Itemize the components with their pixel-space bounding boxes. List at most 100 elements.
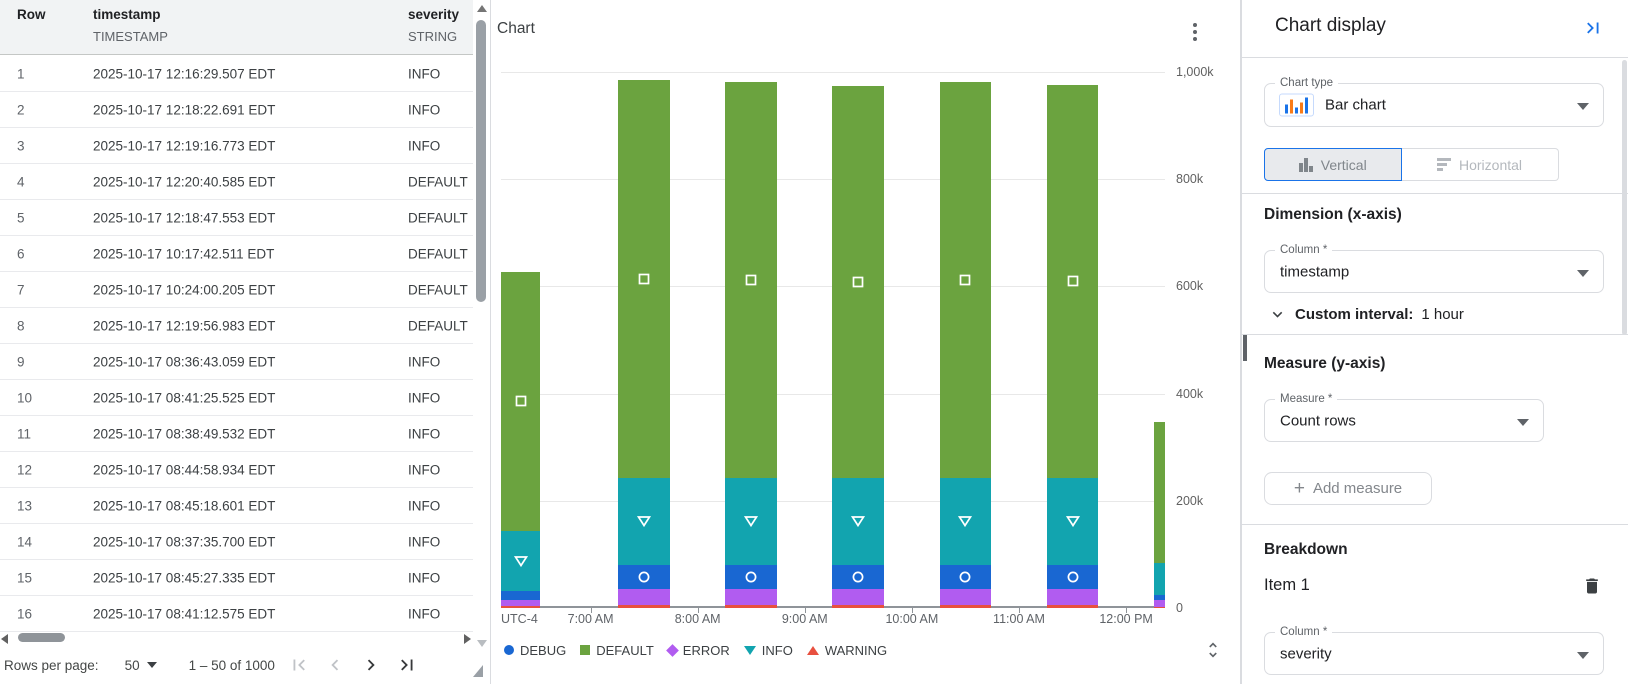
bar-segment-debug[interactable] — [725, 564, 778, 589]
table-row[interactable]: 5 2025-10-17 12:18:47.553 EDT DEFAULT — [0, 200, 473, 236]
series-marker-debug — [1067, 571, 1078, 583]
bar-segment-debug[interactable] — [832, 565, 885, 589]
bar-segment-default[interactable] — [832, 85, 885, 478]
y-axis-tick-label: 200k — [1176, 493, 1204, 508]
stacked-bar-8-00-am[interactable] — [725, 82, 778, 608]
delete-breakdown-icon[interactable] — [1582, 576, 1604, 598]
vertical-bars-icon — [1299, 157, 1313, 172]
table-row[interactable]: 13 2025-10-17 08:45:18.601 EDT INFO — [0, 488, 473, 524]
legend-item-warning[interactable]: WARNING — [806, 643, 887, 658]
table-row[interactable]: 12 2025-10-17 08:44:58.934 EDT INFO — [0, 452, 473, 488]
vertical-scrollbar-thumb[interactable] — [476, 20, 486, 302]
previous-page-button[interactable] — [323, 653, 347, 677]
custom-interval-expander[interactable]: Custom interval: 1 hour — [1268, 305, 1464, 324]
bar-segment-error[interactable] — [1153, 599, 1165, 607]
table-row[interactable]: 11 2025-10-17 08:38:49.532 EDT INFO — [0, 416, 473, 452]
bar-segment-info[interactable] — [725, 477, 778, 565]
legend-item-default[interactable]: DEFAULT — [580, 643, 654, 658]
bar-segment-error[interactable] — [939, 588, 992, 605]
scroll-left-arrow-icon[interactable] — [1, 634, 8, 644]
bar-segment-info[interactable] — [1153, 563, 1165, 596]
table-row[interactable]: 1 2025-10-17 12:16:29.507 EDT INFO — [0, 56, 473, 92]
table-row[interactable]: 8 2025-10-17 12:19:56.983 EDT DEFAULT — [0, 308, 473, 344]
table-vertical-scrollbar[interactable] — [473, 0, 490, 660]
bar-segment-info[interactable] — [501, 530, 541, 591]
bar-segment-debug[interactable] — [618, 564, 670, 589]
bar-segment-default[interactable] — [1046, 84, 1099, 478]
bar-segment-debug[interactable] — [1153, 595, 1165, 600]
scroll-down-arrow-icon[interactable] — [477, 640, 487, 647]
bar-segment-error[interactable] — [832, 588, 885, 605]
stacked-bar-6-00-am[interactable] — [501, 271, 541, 608]
legend-item-debug[interactable]: DEBUG — [504, 643, 566, 658]
stacked-bar-11-00-am[interactable] — [1046, 84, 1099, 608]
table-row[interactable]: 9 2025-10-17 08:36:43.059 EDT INFO — [0, 344, 473, 380]
triangle-down-legend-icon — [743, 645, 756, 655]
y-axis-tick-label: 1,000k — [1176, 65, 1214, 79]
bar-segment-warning[interactable] — [1046, 604, 1099, 608]
vertical-toggle-button[interactable]: Vertical — [1264, 148, 1402, 181]
divider — [1242, 57, 1628, 58]
measure-dropdown[interactable]: Measure * Count rows — [1264, 393, 1544, 442]
bar-segment-info[interactable] — [939, 477, 992, 565]
collapse-panel-icon[interactable] — [1582, 17, 1604, 39]
table-row[interactable]: 16 2025-10-17 08:41:12.575 EDT INFO — [0, 596, 473, 632]
scroll-right-arrow-icon[interactable] — [464, 634, 471, 644]
bar-segment-info[interactable] — [1046, 477, 1099, 565]
series-marker-default — [852, 276, 864, 288]
bar-segment-warning[interactable] — [725, 604, 778, 608]
add-measure-button[interactable]: + Add measure — [1264, 472, 1432, 505]
bar-segment-warning[interactable] — [832, 604, 885, 608]
bar-segment-warning[interactable] — [501, 605, 541, 608]
horizontal-scrollbar-thumb[interactable] — [18, 633, 65, 642]
scroll-up-arrow-icon[interactable] — [477, 5, 487, 12]
bar-segment-warning[interactable] — [1153, 606, 1165, 608]
bar-segment-error[interactable] — [725, 588, 778, 605]
panel-resize-handle[interactable] — [473, 665, 483, 677]
bar-segment-warning[interactable] — [939, 604, 992, 608]
bar-segment-error[interactable] — [1046, 588, 1099, 605]
panel-scroll-indicator[interactable] — [1243, 335, 1247, 361]
table-row[interactable]: 4 2025-10-17 12:20:40.585 EDT DEFAULT — [0, 164, 473, 200]
table-row[interactable]: 3 2025-10-17 12:19:16.773 EDT INFO — [0, 128, 473, 164]
bar-segment-info[interactable] — [832, 477, 885, 566]
stacked-bar-9-00-am[interactable] — [832, 85, 885, 608]
table-row[interactable]: 15 2025-10-17 08:45:27.335 EDT INFO — [0, 560, 473, 596]
bar-segment-warning[interactable] — [618, 604, 670, 608]
bar-segment-default[interactable] — [618, 80, 670, 478]
legend-item-error[interactable]: ERROR — [665, 643, 730, 658]
page-size-dropdown[interactable]: 50 — [125, 658, 157, 673]
bar-segment-default[interactable] — [1153, 422, 1165, 564]
first-page-button[interactable] — [287, 653, 311, 677]
next-page-button[interactable] — [359, 653, 383, 677]
settings-scrollbar-thumb[interactable] — [1622, 60, 1627, 335]
table-row[interactable]: 7 2025-10-17 10:24:00.205 EDT DEFAULT — [0, 272, 473, 308]
bar-segment-debug[interactable] — [501, 590, 541, 600]
table-row[interactable]: 6 2025-10-17 10:17:42.511 EDT DEFAULT — [0, 236, 473, 272]
table-row[interactable]: 14 2025-10-17 08:37:35.700 EDT INFO — [0, 524, 473, 560]
last-page-button[interactable] — [395, 653, 419, 677]
bar-segment-default[interactable] — [501, 271, 541, 531]
bar-segment-error[interactable] — [501, 599, 541, 606]
bar-segment-info[interactable] — [618, 477, 670, 565]
breakdown-column-dropdown[interactable]: Column * severity — [1264, 626, 1604, 675]
horizontal-toggle-button[interactable]: Horizontal — [1401, 148, 1559, 181]
cell-rownum: 10 — [17, 390, 33, 405]
table-row[interactable]: 2 2025-10-17 12:18:22.691 EDT INFO — [0, 92, 473, 128]
bar-segment-debug[interactable] — [939, 564, 992, 589]
legend-item-info[interactable]: INFO — [743, 643, 793, 658]
bar-segment-default[interactable] — [939, 82, 992, 478]
bar-segment-error[interactable] — [618, 588, 670, 605]
bar-segment-debug[interactable] — [1046, 564, 1099, 589]
stacked-bar-12-00-pm[interactable] — [1153, 422, 1165, 608]
dimension-column-dropdown[interactable]: Column * timestamp — [1264, 244, 1604, 293]
bar-segment-default[interactable] — [725, 82, 778, 478]
table-row[interactable]: 10 2025-10-17 08:41:25.525 EDT INFO — [0, 380, 473, 416]
expand-collapse-icon[interactable] — [1203, 640, 1223, 660]
custom-interval-label: Custom interval: — [1295, 306, 1414, 323]
stacked-bar-7-00-am[interactable] — [618, 80, 670, 608]
chart-options-menu-icon[interactable] — [1186, 22, 1204, 42]
stacked-bar-10-00-am[interactable] — [939, 82, 992, 608]
chart-type-dropdown[interactable]: Chart type Bar chart — [1264, 77, 1604, 127]
table-horizontal-scrollbar[interactable] — [0, 632, 473, 646]
